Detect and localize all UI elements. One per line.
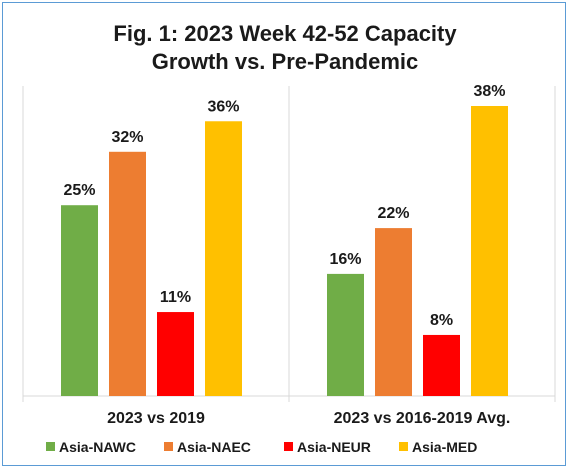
legend-label-asia-nawc: Asia-NAWC: [59, 439, 136, 455]
category-label-1: 2023 vs 2016-2019 Avg.: [334, 410, 511, 427]
bar-asia-med-1: [471, 106, 508, 396]
legend-swatch-asia-nawc: [46, 442, 55, 451]
bar-asia-naec-0: [109, 151, 146, 396]
legend-swatch-asia-neur: [284, 442, 293, 451]
data-label-asia-neur-0: 11%: [160, 289, 191, 306]
chart-svg: Fig. 1: 2023 Week 42-52 Capacity Growth …: [22, 21, 556, 455]
chart-title-line-2: Growth vs. Pre-Pandemic: [152, 49, 419, 74]
category-label-0: 2023 vs 2019: [107, 410, 205, 427]
bar-asia-nawc-1: [327, 273, 364, 396]
bar-asia-neur-0: [157, 312, 194, 396]
legend-label-asia-neur: Asia-NEUR: [297, 439, 371, 455]
bar-asia-neur-1: [423, 334, 460, 396]
bar-asia-med-0: [205, 121, 242, 397]
data-label-asia-nawc-1: 16%: [329, 251, 361, 268]
data-label-asia-neur-1: 8%: [430, 312, 453, 329]
plot-area: 25% 32% 11% 36% 2023 vs 2019 16% 22% 8% 38% 2023 …: [22, 83, 556, 427]
data-label-asia-med-1: 38%: [473, 83, 505, 100]
chart-frame: Fig. 1: 2023 Week 42-52 Capacity Growth …: [2, 2, 566, 466]
legend-label-asia-med: Asia-MED: [412, 439, 477, 455]
legend-swatch-asia-med: [399, 442, 408, 451]
data-label-asia-nawc-0: 25%: [63, 182, 95, 199]
legend-label-asia-naec: Asia-NAEC: [177, 439, 251, 455]
bar-asia-nawc-0: [61, 205, 98, 396]
chart-title-line-1: Fig. 1: 2023 Week 42-52 Capacity: [113, 21, 457, 46]
data-label-asia-naec-1: 22%: [377, 205, 409, 222]
legend-swatch-asia-naec: [164, 442, 173, 451]
legend: Asia-NAWC Asia-NAEC Asia-NEUR Asia-MED: [46, 439, 477, 455]
bar-asia-naec-1: [375, 228, 412, 396]
data-label-asia-med-0: 36%: [207, 98, 239, 115]
data-label-asia-naec-0: 32%: [111, 129, 143, 146]
